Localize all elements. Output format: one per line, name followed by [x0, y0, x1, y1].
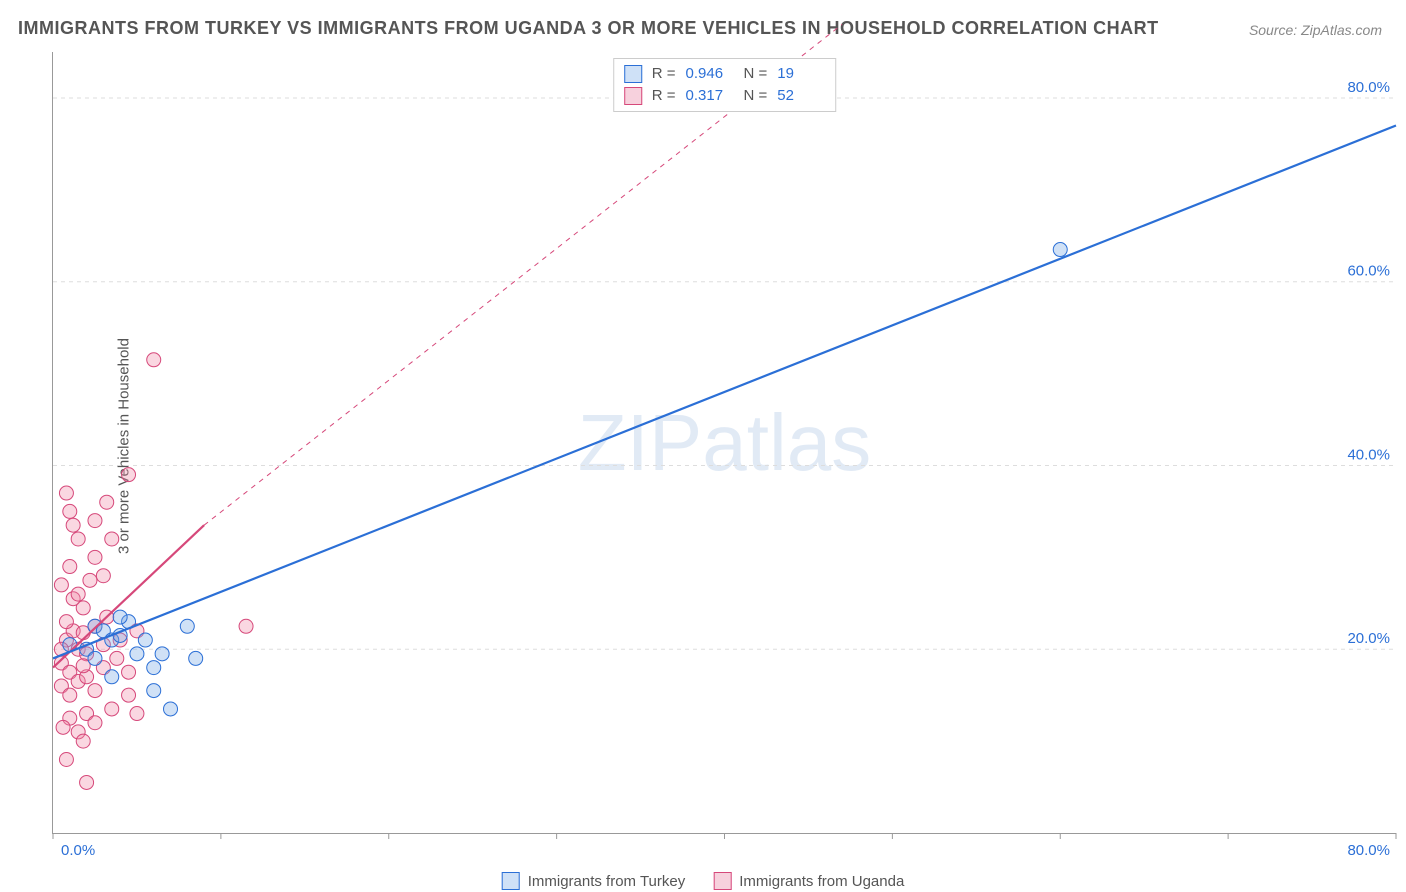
- data-point: [83, 573, 97, 587]
- data-point: [147, 353, 161, 367]
- data-point: [63, 688, 77, 702]
- r-value: 0.317: [686, 85, 734, 107]
- data-point: [71, 532, 85, 546]
- r-label: R =: [652, 85, 676, 107]
- x-tick-label: 0.0%: [61, 842, 95, 859]
- data-point: [138, 633, 152, 647]
- data-point: [189, 651, 203, 665]
- data-point: [147, 661, 161, 675]
- y-tick-label: 20.0%: [1347, 630, 1390, 647]
- legend-row: R = 0.946 N = 19: [624, 63, 826, 85]
- data-point: [56, 720, 70, 734]
- series-label: Immigrants from Turkey: [528, 873, 686, 890]
- data-point: [59, 486, 73, 500]
- data-point: [164, 702, 178, 716]
- data-point: [105, 670, 119, 684]
- data-point: [88, 514, 102, 528]
- data-point: [110, 651, 124, 665]
- data-point: [130, 707, 144, 721]
- data-point: [100, 495, 114, 509]
- data-point: [88, 651, 102, 665]
- series-label: Immigrants from Uganda: [739, 873, 904, 890]
- legend-row: R = 0.317 N = 52: [624, 85, 826, 107]
- n-label: N =: [744, 63, 768, 85]
- n-value: 19: [777, 63, 825, 85]
- data-point: [113, 610, 127, 624]
- data-point: [66, 518, 80, 532]
- data-point: [96, 569, 110, 583]
- r-label: R =: [652, 63, 676, 85]
- data-point: [59, 752, 73, 766]
- data-point: [54, 578, 68, 592]
- data-point: [88, 550, 102, 564]
- y-tick-label: 80.0%: [1347, 79, 1390, 96]
- data-point: [105, 532, 119, 546]
- trend-line: [53, 126, 1396, 659]
- y-tick-label: 60.0%: [1347, 263, 1390, 280]
- y-tick-label: 40.0%: [1347, 446, 1390, 463]
- data-point: [180, 619, 194, 633]
- data-point: [76, 734, 90, 748]
- data-point: [71, 587, 85, 601]
- data-point: [130, 647, 144, 661]
- data-point: [59, 615, 73, 629]
- data-point: [63, 560, 77, 574]
- data-point: [147, 684, 161, 698]
- legend-swatch: [624, 87, 642, 105]
- x-tick-label: 80.0%: [1347, 842, 1390, 859]
- legend-swatch: [624, 65, 642, 83]
- data-point: [63, 504, 77, 518]
- data-point: [88, 684, 102, 698]
- data-point: [88, 716, 102, 730]
- n-value: 52: [777, 85, 825, 107]
- data-point: [122, 665, 136, 679]
- data-point: [122, 468, 136, 482]
- legend-swatch: [502, 872, 520, 890]
- scatter-plot: ZIPatlas 20.0%40.0%60.0%80.0%0.0%80.0% R…: [52, 52, 1396, 834]
- data-point: [122, 688, 136, 702]
- r-value: 0.946: [686, 63, 734, 85]
- plot-svg: 20.0%40.0%60.0%80.0%0.0%80.0%: [53, 52, 1396, 833]
- correlation-legend: R = 0.946 N = 19 R = 0.317 N = 52: [613, 58, 837, 112]
- data-point: [1053, 243, 1067, 257]
- legend-swatch: [713, 872, 731, 890]
- series-legend-item: Immigrants from Turkey: [502, 872, 686, 890]
- data-point: [239, 619, 253, 633]
- chart-title: IMMIGRANTS FROM TURKEY VS IMMIGRANTS FRO…: [18, 18, 1159, 39]
- data-point: [105, 702, 119, 716]
- plot-container: ZIPatlas 20.0%40.0%60.0%80.0%0.0%80.0% R…: [52, 52, 1396, 834]
- data-point: [155, 647, 169, 661]
- series-legend: Immigrants from Turkey Immigrants from Ug…: [502, 872, 905, 890]
- n-label: N =: [744, 85, 768, 107]
- data-point: [80, 775, 94, 789]
- series-legend-item: Immigrants from Uganda: [713, 872, 904, 890]
- source-attribution: Source: ZipAtlas.com: [1249, 22, 1382, 38]
